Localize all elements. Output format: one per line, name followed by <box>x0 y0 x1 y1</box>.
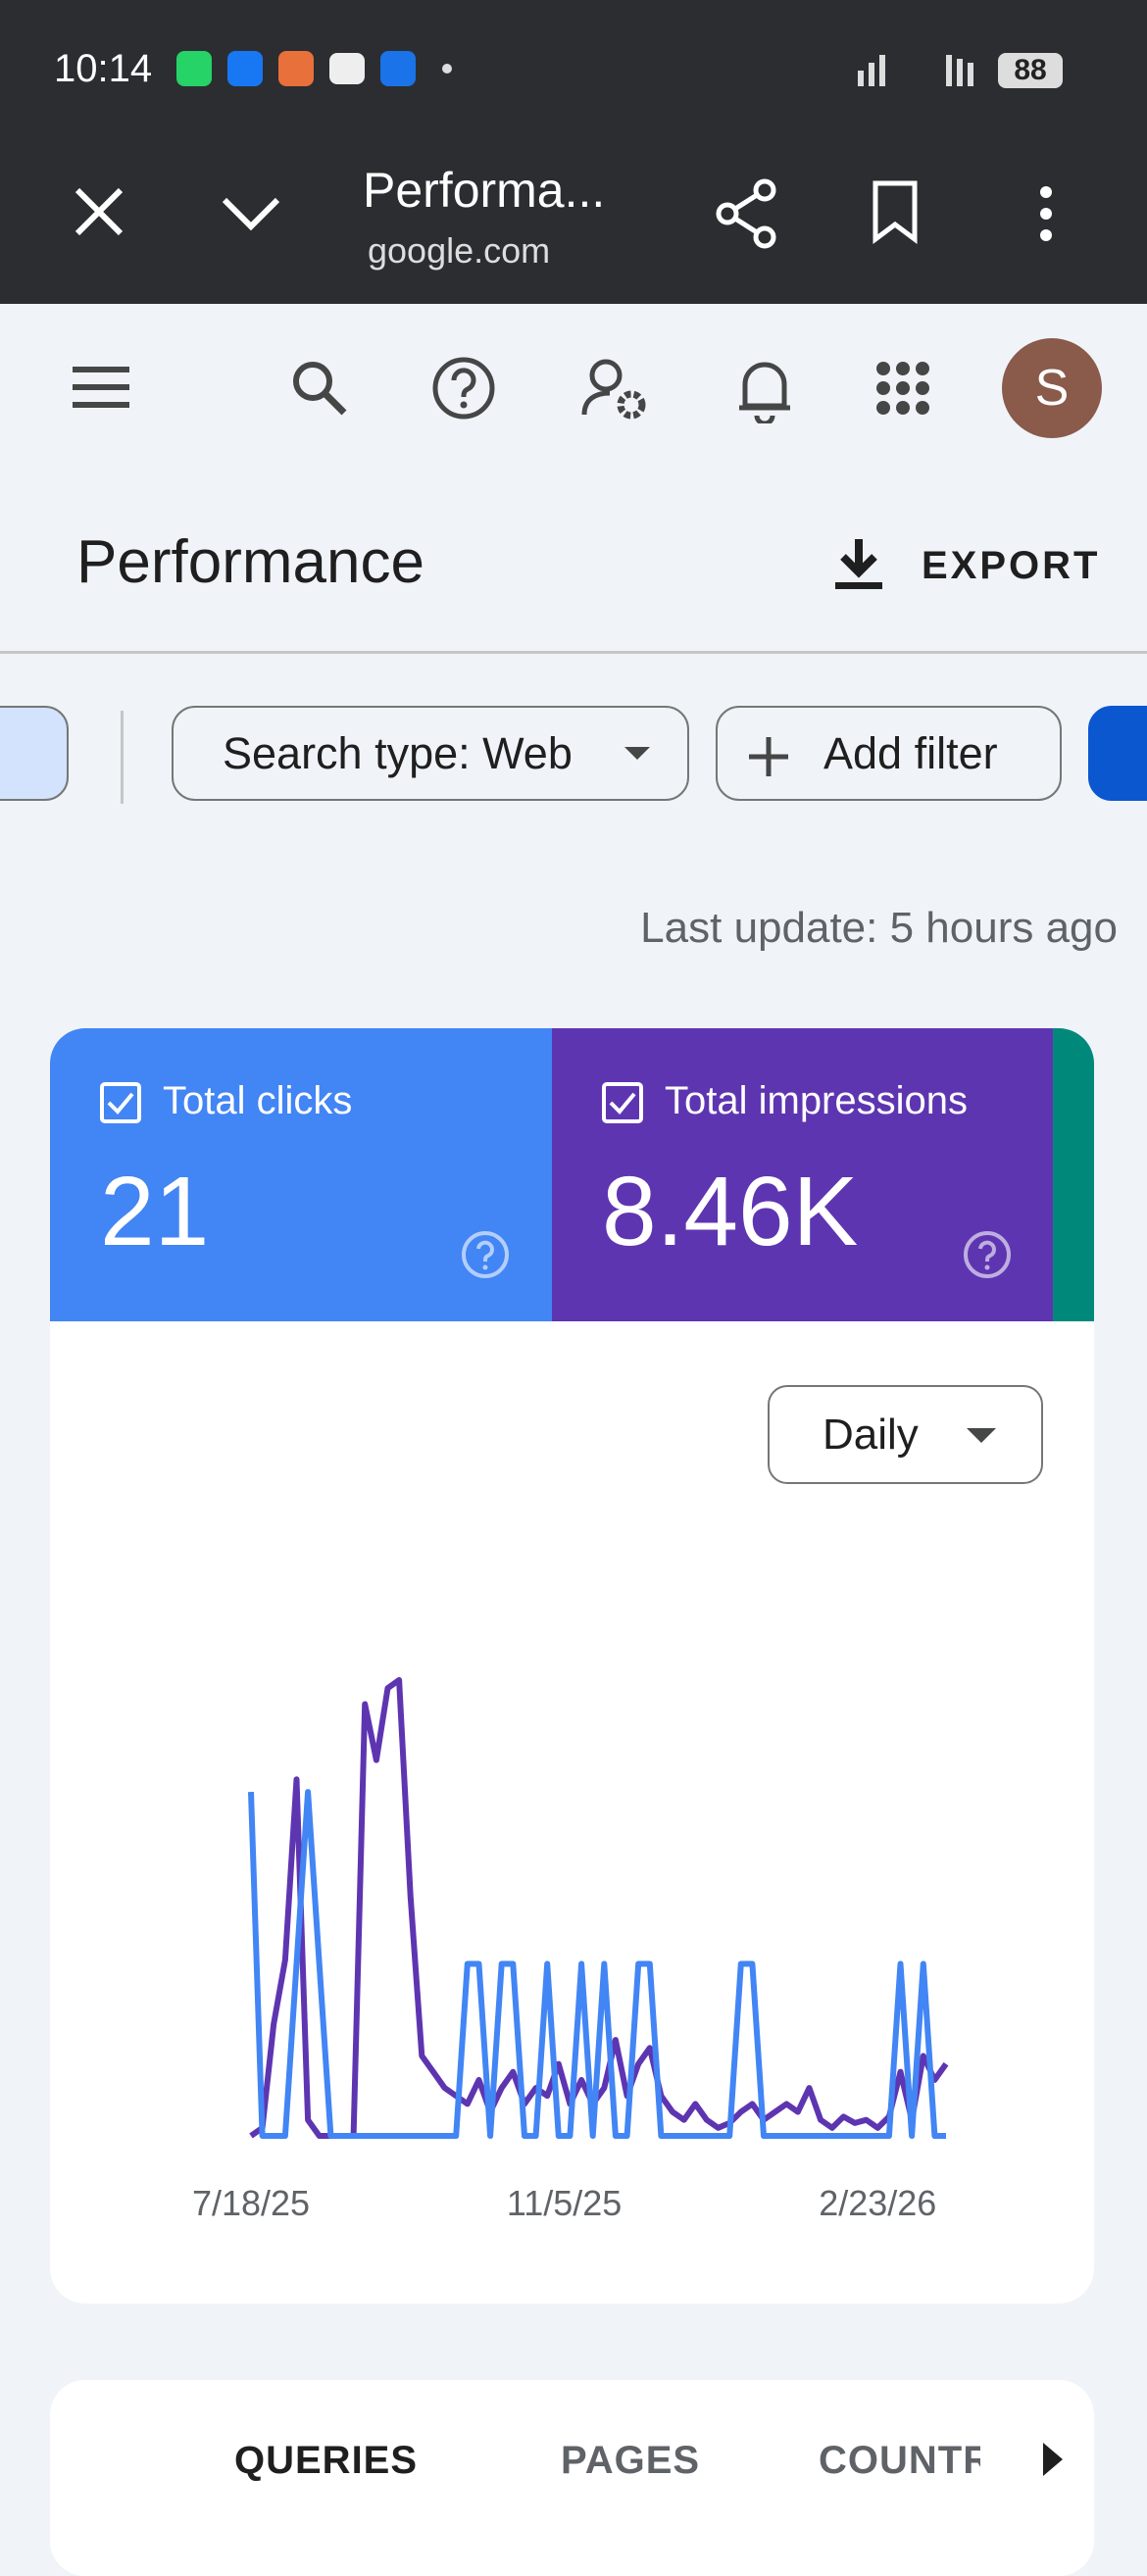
last-update: Last update: 5 hours ago <box>640 904 1118 952</box>
help-button[interactable] <box>431 356 496 421</box>
divider <box>0 651 1147 654</box>
x-tick-label: 11/5/25 <box>507 2183 622 2223</box>
dropdown-arrow <box>967 1428 996 1443</box>
metric-label: Total clicks <box>163 1079 353 1122</box>
battery: 88 <box>998 53 1063 88</box>
dropdown-arrow <box>624 747 650 760</box>
filter-button[interactable] <box>1088 706 1147 801</box>
tab-url: google.com <box>368 230 551 271</box>
menu-button[interactable] <box>1036 184 1056 243</box>
status-bar: 10:14 88 Performa... google.com <box>0 0 1147 304</box>
clock: 10:14 <box>54 47 153 90</box>
tabs-next[interactable] <box>1043 2443 1063 2476</box>
search-button[interactable] <box>289 358 350 419</box>
x-tick-label: 7/18/25 <box>192 2183 310 2223</box>
performance-card: Total clicks 21 Total impressions 8.46K … <box>50 1028 1094 2304</box>
metric-tile[interactable]: Total clicks 21 <box>50 1028 552 1321</box>
chart: 7/18/25 11/5/25 2/23/26 <box>192 1677 949 2223</box>
x-tick-label: 2/23/26 <box>819 2183 936 2223</box>
series-line <box>248 1789 946 2139</box>
chip-separator <box>121 711 124 804</box>
tab[interactable]: PAGES <box>561 2439 701 2482</box>
tabs-card: QUERIES PAGES COUNTRIES <box>50 2380 1094 2576</box>
series-line <box>249 1677 949 2139</box>
checkbox <box>100 1082 141 1123</box>
search-type-chip[interactable]: Search type: Web <box>172 706 689 801</box>
export-icon <box>835 539 882 589</box>
metric-tile[interactable]: Total impressions 8.46K <box>552 1028 1053 1321</box>
checkbox <box>602 1082 643 1123</box>
chip-label: Add filter <box>823 727 998 778</box>
notification-icons <box>176 51 452 86</box>
page-title: Performance <box>76 528 424 596</box>
notifications-button[interactable] <box>735 355 794 423</box>
help-icon <box>462 1231 509 1278</box>
close-button[interactable] <box>74 186 125 237</box>
system-icons <box>858 55 973 86</box>
chip-label: Search type: Web <box>223 727 573 778</box>
share-button[interactable] <box>714 178 778 249</box>
nav-menu[interactable] <box>71 365 131 410</box>
help-icon <box>964 1231 1011 1278</box>
metric-value: 8.46K <box>602 1157 859 1266</box>
granularity-dropdown[interactable]: Daily <box>768 1385 1043 1484</box>
date-chip[interactable] <box>0 706 69 801</box>
tab-title: Performa... <box>363 163 606 218</box>
add-filter-chip[interactable]: Add filter <box>716 706 1062 801</box>
metric-value: 21 <box>100 1157 210 1266</box>
export-button[interactable]: EXPORT <box>922 544 1101 587</box>
bookmark-button[interactable] <box>871 178 920 245</box>
plus-icon <box>749 737 788 776</box>
avatar[interactable]: S <box>1002 338 1102 438</box>
collapse-button[interactable] <box>221 196 281 231</box>
settings-button[interactable] <box>580 356 649 421</box>
dropdown-label: Daily <box>823 1411 919 1459</box>
tab[interactable]: QUERIES <box>234 2439 419 2482</box>
tab[interactable]: COUNTRIES <box>819 2439 980 2482</box>
apps-button[interactable] <box>875 361 930 416</box>
metric-label: Total impressions <box>665 1079 969 1122</box>
metric-tile[interactable] <box>1053 1028 1094 1321</box>
